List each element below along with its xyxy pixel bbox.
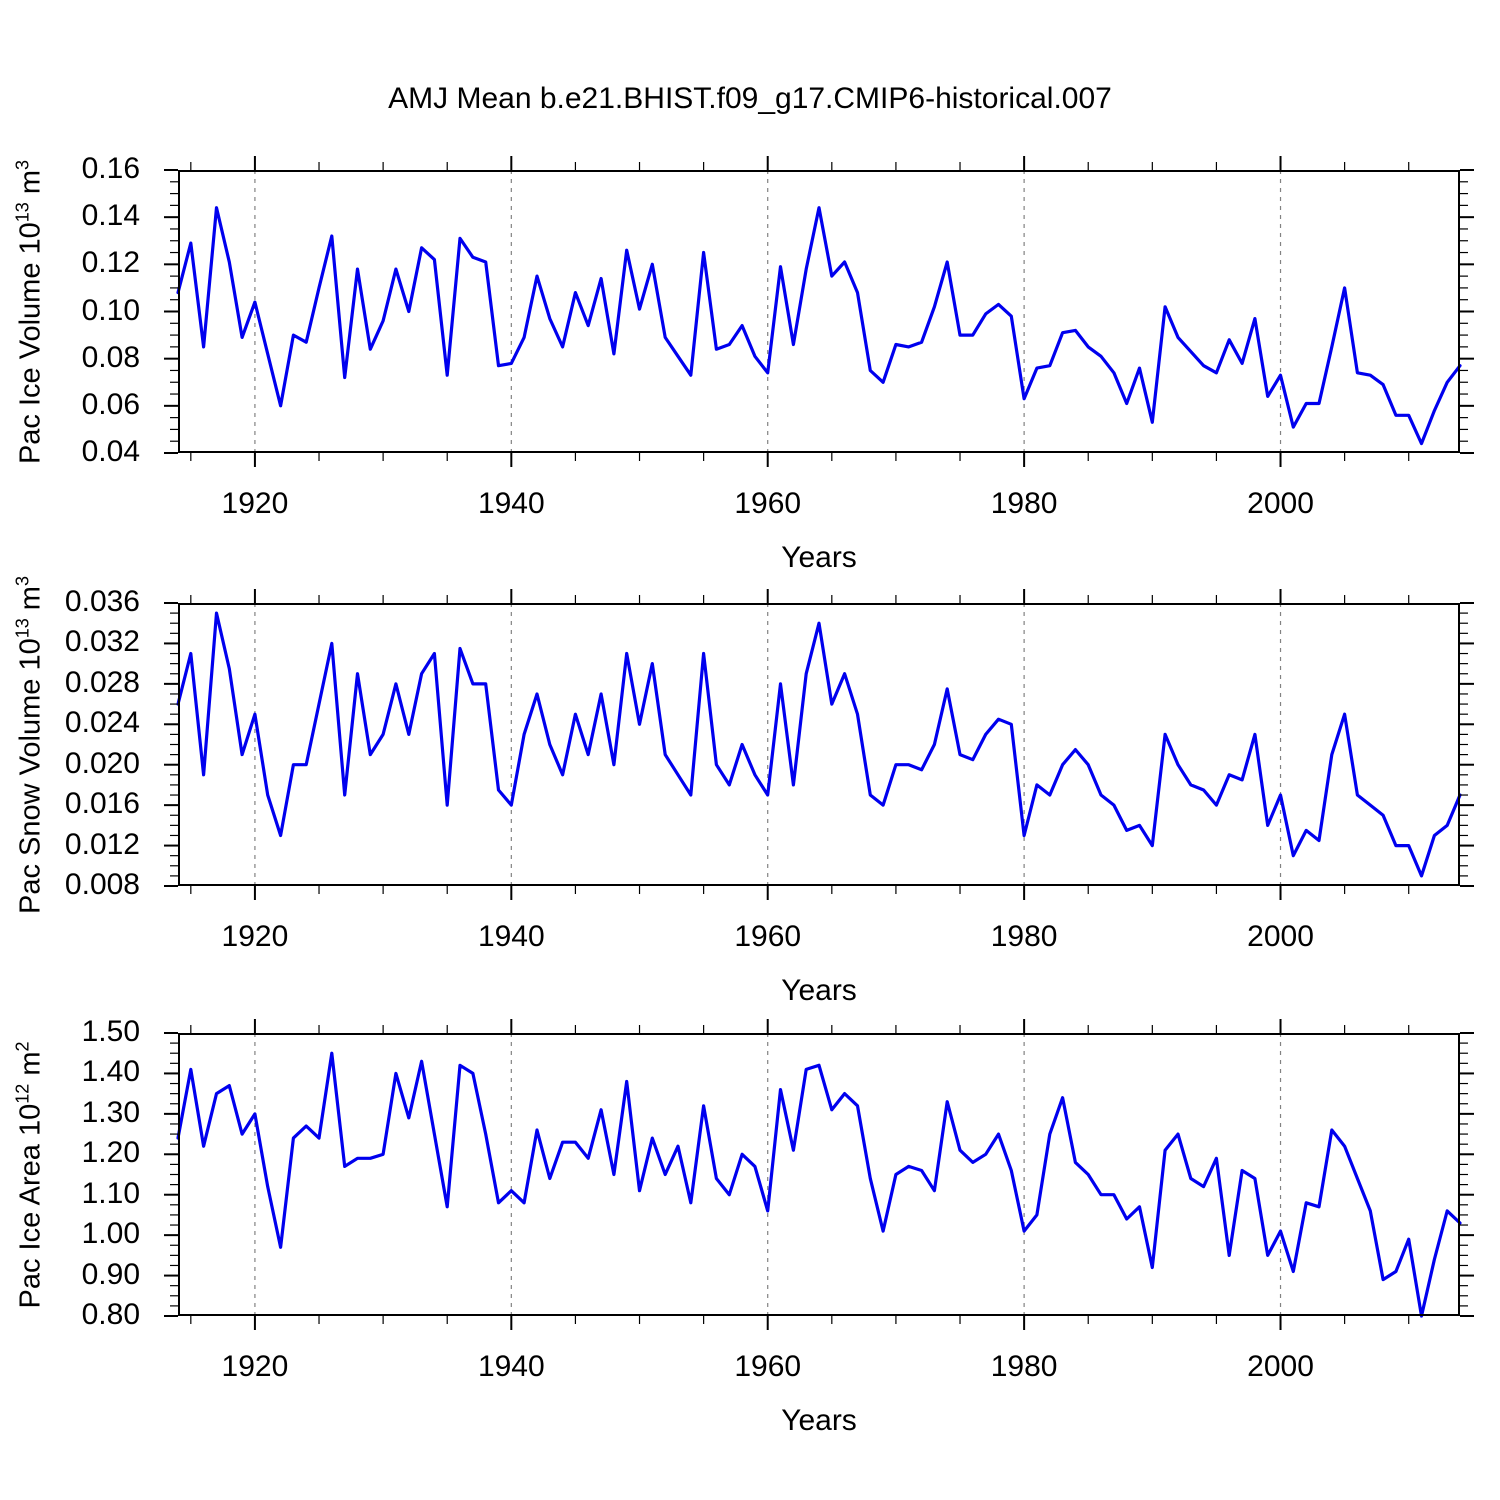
x-axis-title: Years (781, 1404, 857, 1437)
x-tick-label: 1960 (734, 487, 802, 520)
x-tick-label: 1940 (477, 920, 545, 953)
y-tick-label: 0.80 (81, 1298, 140, 1331)
y-tick-label: 0.14 (81, 199, 140, 233)
panel-pac-snow-volume (164, 589, 1474, 900)
x-tick-label: 1920 (221, 1350, 289, 1383)
y-axis-title: Pac Ice Volume 1013 m3 (12, 159, 47, 464)
figure-title: AMJ Mean b.e21.BHIST.f09_g17.CMIP6-histo… (388, 82, 1112, 115)
y-axis-title: Pac Ice Area 1012 m2 (12, 1040, 47, 1309)
y-tick-label: 1.20 (81, 1136, 140, 1170)
plot-frame (178, 603, 1460, 886)
y-tick-label: 1.00 (81, 1217, 140, 1251)
y-tick-label: 0.12 (81, 246, 140, 280)
y-tick-label: 0.012 (64, 827, 140, 861)
y-tick-label: 0.020 (64, 746, 140, 780)
plot-frame (178, 1033, 1460, 1316)
y-tick-label: 0.08 (81, 340, 140, 374)
x-tick-label: 2000 (1247, 920, 1314, 953)
x-tick-label: 2000 (1247, 1350, 1314, 1383)
x-tick-label: 1920 (221, 920, 289, 953)
y-tick-label: 0.028 (64, 665, 140, 699)
y-tick-label: 1.30 (81, 1095, 140, 1129)
y-tick-label: 0.032 (64, 625, 140, 659)
x-tick-label: 2000 (1247, 487, 1314, 520)
y-tick-label: 0.90 (81, 1257, 140, 1291)
y-tick-label: 0.06 (81, 387, 140, 421)
data-line-pac-ice-volume (176, 206, 1462, 446)
y-tick-label: 0.10 (81, 293, 140, 327)
x-tick-label: 1960 (734, 1350, 802, 1383)
plot-frame (178, 170, 1460, 453)
x-axis-title: Years (781, 974, 857, 1007)
y-tick-label: 0.016 (64, 787, 140, 821)
y-tick-label: 1.10 (81, 1176, 140, 1210)
x-tick-label: 1940 (477, 487, 545, 520)
x-tick-label: 1920 (221, 487, 289, 520)
y-tick-label: 0.008 (64, 868, 140, 901)
x-tick-label: 1980 (990, 920, 1058, 953)
x-tick-label: 1980 (990, 1350, 1058, 1383)
y-tick-label: 0.036 (64, 585, 140, 618)
x-tick-label: 1980 (990, 487, 1058, 520)
data-line-pac-ice-area (176, 1051, 1462, 1318)
x-tick-label: 1960 (734, 920, 802, 953)
y-tick-label: 0.16 (81, 152, 140, 185)
x-tick-label: 1940 (477, 1350, 545, 1383)
panel-pac-ice-area (164, 1019, 1474, 1330)
y-axis-title: Pac Snow Volume 1013 m3 (12, 575, 47, 914)
y-tick-label: 0.04 (81, 435, 140, 468)
panel-pac-ice-volume (164, 156, 1474, 467)
y-tick-label: 1.50 (81, 1015, 140, 1048)
y-tick-label: 0.024 (64, 706, 140, 740)
x-axis-title: Years (781, 541, 857, 574)
y-tick-label: 1.40 (81, 1055, 140, 1089)
data-line-pac-snow-volume (176, 611, 1462, 878)
